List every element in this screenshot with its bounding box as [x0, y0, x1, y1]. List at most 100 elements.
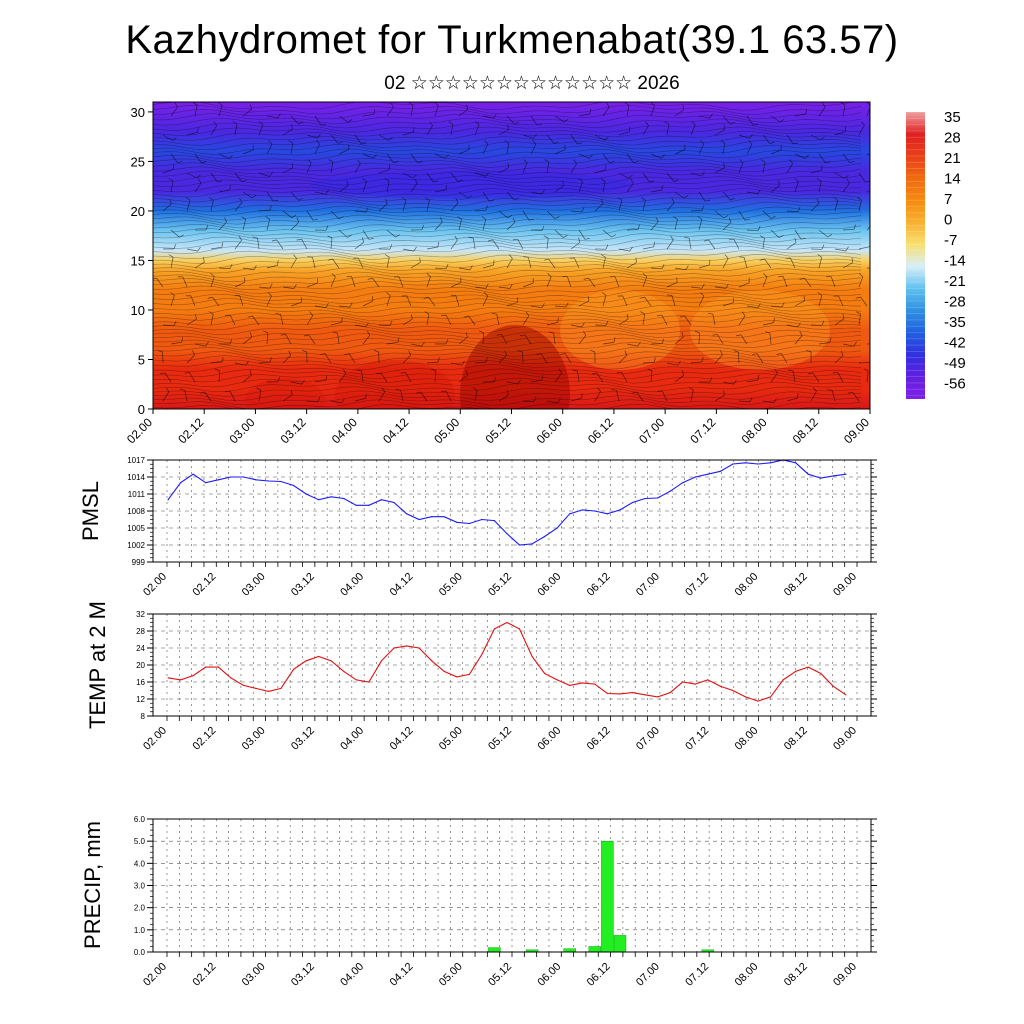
- wind-barb: [546, 276, 552, 288]
- wind-barb-flag: [256, 387, 261, 391]
- wind-barb-flag: [817, 254, 822, 258]
- wind-barb-flag: [776, 353, 782, 355]
- wind-barb: [282, 167, 293, 174]
- wind-barb-flag: [533, 134, 537, 139]
- wind-barb-flag: [207, 296, 213, 299]
- wind-barb: [361, 371, 364, 383]
- wind-barb: [594, 134, 605, 141]
- wind-barb: [602, 342, 614, 345]
- wind-barb-flag: [249, 370, 252, 376]
- wind-barb: [410, 343, 422, 347]
- wind-barb: [738, 162, 744, 174]
- wind-barb: [546, 162, 550, 174]
- wind-barb: [312, 257, 316, 269]
- wind-barb: [266, 219, 271, 231]
- wind-barb-flag: [797, 392, 799, 399]
- x-tick-label: 03.12: [289, 571, 317, 599]
- wind-barb-flag: [249, 332, 253, 338]
- wind-barb-flag: [640, 311, 645, 315]
- wind-barb: [398, 276, 404, 288]
- wind-barb-flag: [426, 273, 431, 277]
- wind-barb-flag: [581, 207, 585, 212]
- wind-barb-flag: [454, 235, 458, 241]
- wind-barb-flag: [320, 353, 326, 355]
- wind-barb: [386, 153, 394, 164]
- wind-barb: [570, 397, 582, 402]
- wind-barb: [426, 172, 434, 183]
- contour-line: [153, 122, 862, 133]
- temp-point: [518, 628, 521, 630]
- wind-barb-flag: [179, 234, 184, 238]
- wind-barb-flag: [757, 226, 761, 231]
- wind-barb-flag: [172, 137, 177, 141]
- pmsl-point: [669, 490, 671, 492]
- wind-barb-flag: [856, 311, 861, 315]
- colorbar-label: 35: [944, 109, 961, 126]
- wind-barb: [276, 239, 284, 250]
- wind-barb: [858, 172, 866, 183]
- wind-barb: [698, 191, 706, 202]
- wind-barb-flag: [820, 136, 825, 141]
- wind-barb: [834, 248, 846, 252]
- wind-barb: [794, 300, 805, 307]
- wind-barb-flag: [583, 330, 587, 336]
- wind-barb-flag: [291, 162, 294, 168]
- y-tick-label: 3.0: [134, 882, 146, 891]
- wind-barb-flag: [849, 160, 855, 164]
- temp-point: [531, 655, 533, 658]
- wind-barb-flag: [397, 337, 400, 343]
- wind-barb-flag: [684, 236, 690, 239]
- x-tick-label: 03.12: [278, 415, 309, 446]
- wind-barb-flag: [229, 184, 231, 190]
- wind-barb: [866, 371, 869, 383]
- wind-barb-flag: [725, 283, 729, 289]
- wind-barb: [810, 169, 822, 174]
- wind-barb-flag: [218, 102, 223, 106]
- wind-barb: [578, 300, 589, 307]
- wind-barb-flag: [195, 314, 197, 320]
- wind-barb: [156, 277, 164, 288]
- wind-barb: [282, 210, 292, 218]
- wind-barb: [290, 143, 294, 155]
- wind-barb-flag: [228, 154, 233, 159]
- x-tick-label: 06.00: [535, 961, 563, 989]
- wind-barb: [818, 229, 828, 238]
- temp-point: [506, 621, 508, 624]
- contour-line: [153, 166, 862, 177]
- wind-barb: [182, 276, 188, 288]
- pmsl-point: [192, 473, 194, 475]
- x-tick-label: 02.12: [190, 961, 218, 989]
- wind-barb: [210, 361, 223, 364]
- wind-barb-flag: [385, 198, 388, 204]
- wind-barb-flag: [414, 178, 418, 184]
- wind-barb: [527, 257, 532, 269]
- temp-point: [343, 670, 345, 673]
- wind-barb: [474, 209, 487, 212]
- contour-line: [153, 276, 862, 287]
- temp-point: [330, 660, 332, 662]
- wind-barb-flag: [298, 198, 304, 201]
- wind-barb-flag: [445, 184, 448, 190]
- wind-barb-flag: [749, 397, 753, 402]
- wind-barb: [234, 172, 243, 182]
- wind-barb-flag: [390, 102, 394, 108]
- wind-barb: [770, 115, 781, 123]
- wind-barb: [570, 163, 577, 174]
- pmsl-point: [380, 499, 383, 501]
- wind-barb-flag: [637, 224, 640, 230]
- wind-barb-flag: [491, 313, 497, 315]
- wind-barb: [642, 125, 649, 136]
- wind-barb: [602, 257, 606, 269]
- wind-barb: [354, 398, 366, 402]
- pmsl-series: [167, 459, 847, 546]
- colorbar-label: -49: [944, 355, 966, 372]
- wind-barb-flag: [401, 197, 407, 201]
- wind-barb-flag: [701, 357, 704, 362]
- wind-barb-flag: [707, 312, 713, 315]
- x-tick-label: 03.00: [240, 571, 268, 599]
- wind-barb: [258, 390, 262, 402]
- wind-barb: [474, 124, 480, 136]
- wind-barb-flag: [224, 217, 227, 223]
- cross-section-panel: 0 5 10 15 20 25 30 02.00 02.12 03.00 03.12 04.00 04…: [124, 101, 872, 446]
- wind-barb: [616, 390, 620, 402]
